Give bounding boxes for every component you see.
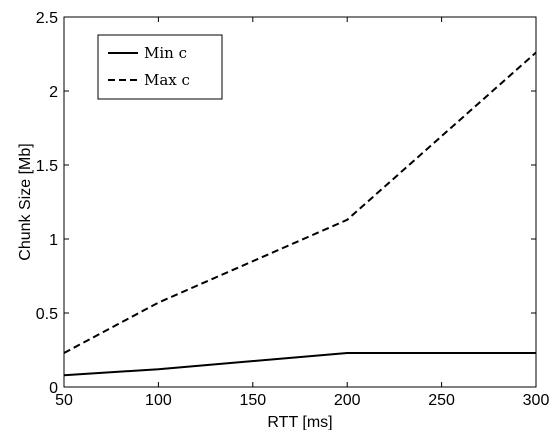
- legend-label-2: Max c: [144, 71, 190, 89]
- legend: Min c Max c: [98, 35, 222, 99]
- y-tick-label: 1.5: [36, 158, 58, 175]
- x-tick-label: 100: [145, 392, 172, 409]
- x-tick-label: 200: [334, 392, 361, 409]
- series-line-1: [64, 353, 536, 375]
- chart-marks: [64, 53, 536, 376]
- x-tick-label: 300: [523, 392, 550, 409]
- legend-label-1: Min c: [144, 44, 187, 62]
- y-tick-label: 1: [49, 232, 58, 249]
- x-axis-label: RTT [ms]: [267, 414, 332, 430]
- y-tick-label: 2.5: [36, 10, 58, 27]
- x-tick-label: 250: [428, 392, 455, 409]
- y-tick-label: 2: [49, 84, 58, 101]
- x-tick-label: 150: [239, 392, 266, 409]
- y-axis-label: Chunk Size [Mb]: [17, 143, 34, 260]
- y-tick-label: 0.5: [36, 306, 58, 323]
- y-tick-label: 0: [49, 380, 58, 397]
